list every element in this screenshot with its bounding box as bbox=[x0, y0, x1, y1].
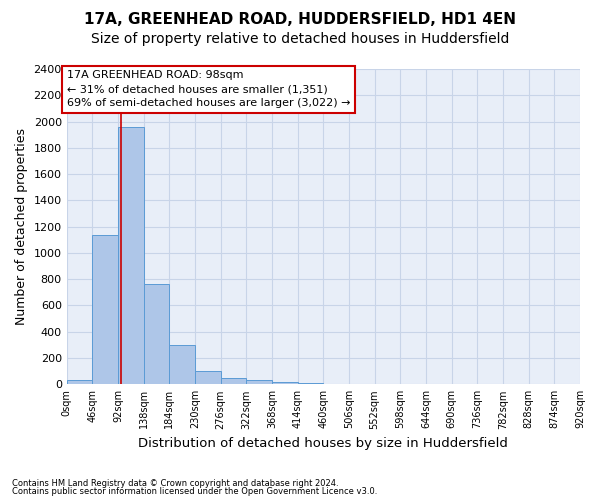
Y-axis label: Number of detached properties: Number of detached properties bbox=[15, 128, 28, 325]
Bar bbox=[143, 284, 169, 384]
Bar bbox=[92, 235, 118, 384]
Text: Size of property relative to detached houses in Huddersfield: Size of property relative to detached ho… bbox=[91, 32, 509, 46]
Text: Contains public sector information licensed under the Open Government Licence v3: Contains public sector information licen… bbox=[12, 487, 377, 496]
Bar bbox=[118, 127, 143, 384]
Bar bbox=[221, 378, 247, 384]
Text: Contains HM Land Registry data © Crown copyright and database right 2024.: Contains HM Land Registry data © Crown c… bbox=[12, 478, 338, 488]
Bar bbox=[272, 382, 298, 384]
Bar bbox=[195, 370, 221, 384]
Text: 17A GREENHEAD ROAD: 98sqm
← 31% of detached houses are smaller (1,351)
69% of se: 17A GREENHEAD ROAD: 98sqm ← 31% of detac… bbox=[67, 70, 350, 108]
Bar bbox=[247, 380, 272, 384]
X-axis label: Distribution of detached houses by size in Huddersfield: Distribution of detached houses by size … bbox=[139, 437, 508, 450]
Bar bbox=[298, 383, 323, 384]
Bar bbox=[67, 380, 92, 384]
Bar bbox=[169, 345, 195, 385]
Text: 17A, GREENHEAD ROAD, HUDDERSFIELD, HD1 4EN: 17A, GREENHEAD ROAD, HUDDERSFIELD, HD1 4… bbox=[84, 12, 516, 28]
